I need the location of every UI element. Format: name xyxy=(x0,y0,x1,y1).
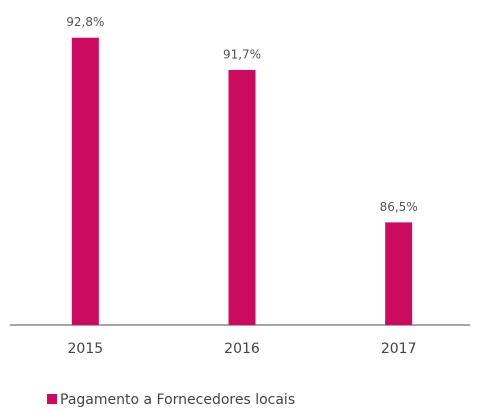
bar xyxy=(228,69,256,326)
x-tick-label: 2015 xyxy=(68,341,104,357)
x-tick-label: 2016 xyxy=(224,341,260,357)
legend-swatch xyxy=(47,394,57,404)
value-label: 91,7% xyxy=(223,47,261,61)
bar xyxy=(71,37,99,325)
legend-label: Pagamento a Fornecedores locais xyxy=(60,392,295,408)
bar xyxy=(385,222,413,325)
value-label: 86,5% xyxy=(380,200,418,214)
value-label: 92,8% xyxy=(66,15,104,29)
x-tick-label: 2017 xyxy=(381,341,417,357)
